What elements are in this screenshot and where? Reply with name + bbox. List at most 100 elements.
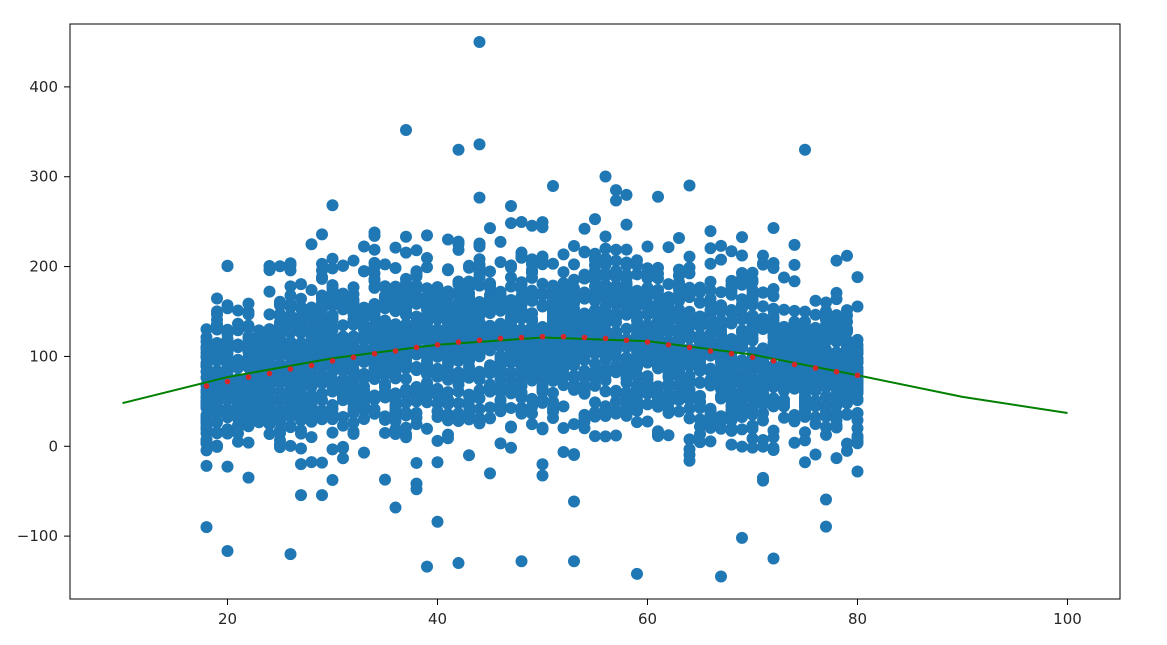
- scatter-point: [683, 354, 696, 367]
- scatter-point: [578, 365, 591, 378]
- scatter-point: [295, 427, 307, 440]
- scatter-point: [211, 388, 223, 401]
- scatter-point: [536, 286, 549, 299]
- scatter-point: [683, 250, 696, 263]
- y-tick-label: −100: [17, 527, 58, 545]
- y-axis: −100 0 100 200 300 400: [17, 78, 70, 545]
- scatter-point: [232, 435, 244, 448]
- scatter-point: [505, 345, 517, 358]
- scatter-point: [694, 376, 706, 389]
- scatter-point: [641, 346, 654, 359]
- scatter-point: [715, 356, 727, 369]
- scatter-point: [337, 442, 349, 455]
- scatter-point: [557, 446, 570, 458]
- scatter-point: [200, 323, 213, 336]
- scatter-point: [683, 454, 696, 467]
- scatter-point: [305, 323, 318, 336]
- scatter-point: [589, 357, 601, 370]
- scatter-point: [620, 304, 633, 317]
- scatter-point: [316, 370, 328, 383]
- scatter-point: [347, 425, 360, 438]
- scatter-point: [305, 351, 318, 364]
- scatter-point: [568, 273, 580, 286]
- scatter-point: [400, 230, 412, 243]
- scatter-point: [652, 290, 664, 303]
- scatter-point: [326, 199, 339, 212]
- scatter-point: [631, 359, 643, 372]
- scatter-point: [820, 421, 832, 434]
- scatter-point: [389, 329, 402, 342]
- scatter-point: [715, 314, 727, 327]
- scatter-point: [757, 471, 769, 484]
- scatter-point: [736, 385, 748, 398]
- scatter-point: [694, 333, 706, 346]
- scatter-point: [589, 367, 601, 380]
- scatter-point: [505, 375, 517, 388]
- scatter-point: [557, 352, 570, 365]
- scatter-point: [295, 458, 307, 471]
- scatter-point: [431, 362, 444, 375]
- scatter-point: [725, 245, 738, 258]
- scatter-point: [494, 340, 507, 353]
- scatter-point: [631, 351, 643, 364]
- scatter-point: [463, 449, 475, 462]
- scatter-point: [820, 520, 832, 533]
- scatter-point: [442, 373, 454, 386]
- scatter-point: [379, 362, 391, 375]
- scatter-point: [242, 375, 255, 388]
- fit-point: [392, 348, 399, 354]
- scatter-point: [841, 381, 853, 394]
- scatter-point: [715, 327, 727, 340]
- scatter-point: [515, 323, 528, 336]
- scatter-point: [515, 401, 528, 414]
- scatter-outlier: [473, 138, 486, 151]
- scatter-point: [410, 362, 423, 375]
- scatter-point: [557, 248, 570, 261]
- scatter-point: [473, 305, 486, 318]
- scatter-point: [484, 364, 496, 377]
- scatter-point: [841, 408, 853, 421]
- scatter-point: [368, 281, 381, 294]
- scatter-point: [463, 413, 475, 426]
- scatter-point: [200, 343, 213, 356]
- scatter-point: [757, 312, 769, 325]
- fit-point: [623, 337, 630, 344]
- fit-point: [203, 383, 210, 389]
- fit-point: [707, 348, 714, 354]
- scatter-point: [767, 304, 780, 317]
- scatter-point: [211, 321, 223, 334]
- scatter-point: [788, 436, 801, 449]
- scatter-point: [799, 434, 811, 447]
- scatter-point: [704, 379, 717, 392]
- scatter-point: [284, 439, 297, 452]
- scatter-point: [305, 310, 318, 323]
- scatter-point: [452, 397, 465, 410]
- scatter-point: [505, 261, 517, 274]
- scatter-point: [337, 410, 349, 423]
- scatter-point: [431, 515, 444, 528]
- scatter-point: [620, 322, 633, 335]
- scatter-point: [400, 421, 412, 434]
- scatter-point: [473, 328, 486, 341]
- scatter-point: [704, 284, 717, 297]
- scatter-point: [494, 256, 507, 269]
- scatter-point: [851, 271, 864, 284]
- scatter-point: [358, 307, 370, 320]
- scatter-point: [505, 355, 517, 368]
- scatter-point: [295, 489, 307, 502]
- scatter-point: [389, 261, 402, 274]
- scatter-point: [851, 300, 864, 313]
- scatter-point: [631, 402, 643, 415]
- scatter-point: [526, 257, 538, 270]
- scatter-point: [242, 308, 255, 321]
- scatter-point: [400, 297, 412, 310]
- scatter-point: [326, 281, 339, 294]
- scatter-point: [620, 372, 633, 385]
- scatter-outlier: [284, 548, 297, 561]
- scatter-point: [704, 257, 717, 270]
- scatter-point: [442, 355, 454, 368]
- scatter-point: [253, 372, 265, 385]
- scatter-point: [746, 332, 759, 345]
- scatter-point: [211, 365, 223, 378]
- scatter-point: [736, 231, 748, 244]
